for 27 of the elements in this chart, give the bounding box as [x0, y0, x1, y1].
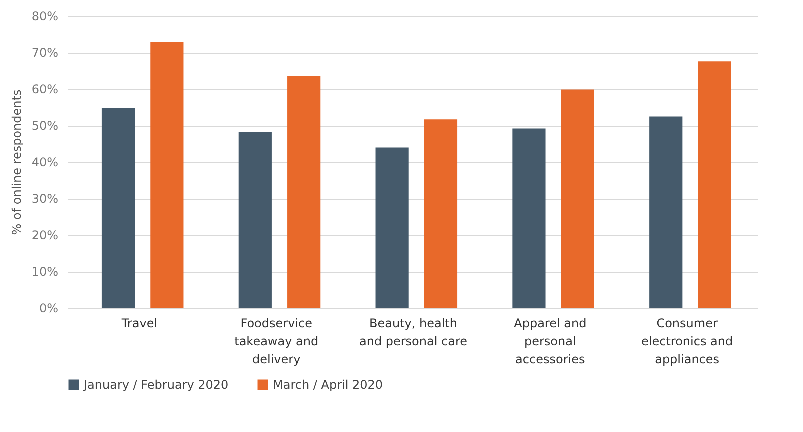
bar — [698, 62, 732, 308]
bar — [238, 132, 272, 308]
x-tick-label: Consumer electronics and appliances — [642, 316, 734, 366]
bar — [102, 108, 136, 308]
bar — [288, 76, 321, 308]
y-tick-label: 70% — [32, 46, 58, 60]
x-tick-label: Apparel and personal accessories — [514, 316, 587, 366]
y-tick-label: 50% — [32, 119, 58, 133]
y-tick-label: 40% — [32, 156, 58, 170]
x-tick-label: Beauty, health and personal care — [359, 316, 468, 348]
bar — [650, 116, 683, 308]
x-tick-label: Travel — [120, 316, 158, 330]
y-tick-label: 0% — [39, 302, 58, 316]
x-tick-label: Foodservice takeaway and delivery — [234, 316, 319, 366]
bar — [561, 90, 594, 308]
y-tick-label: 10% — [32, 265, 58, 279]
y-tick-label: 80% — [32, 10, 58, 24]
bar — [150, 42, 184, 308]
legend-label: January / February 2020 — [83, 378, 229, 392]
bar — [424, 120, 458, 308]
y-tick-label: 60% — [32, 82, 58, 96]
y-tick-label: 30% — [32, 192, 58, 206]
bar — [376, 148, 409, 308]
y-axis-title: % of online respondents — [10, 90, 24, 236]
legend-label: March / April 2020 — [273, 378, 384, 392]
bar — [512, 128, 546, 308]
y-tick-label: 20% — [32, 228, 58, 242]
